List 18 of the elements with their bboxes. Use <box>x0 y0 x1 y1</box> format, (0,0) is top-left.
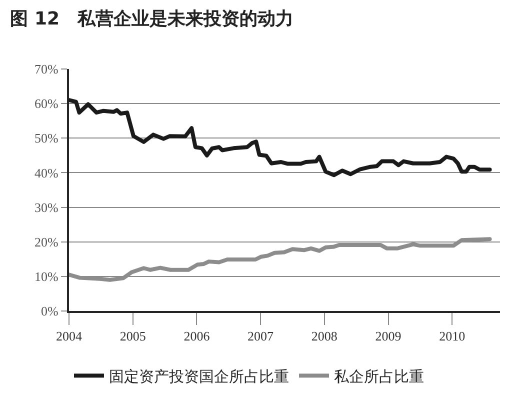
y-tick-label: 30% <box>34 200 59 215</box>
y-tick-label: 0% <box>41 304 59 319</box>
x-tick-label: 2010 <box>439 328 466 344</box>
x-tick-label: 2006 <box>184 328 210 344</box>
y-tick-label: 10% <box>34 268 59 284</box>
y-tick-label: 70% <box>34 62 59 77</box>
x-tick-label: 2004 <box>56 328 82 344</box>
chart-title: 图 12 私营企业是未来投资的动力 <box>10 8 294 30</box>
y-tick-label: 50% <box>34 130 59 146</box>
x-tick-label: 2007 <box>248 328 274 344</box>
x-tick-label: 2009 <box>375 328 402 344</box>
y-tick-label: 40% <box>34 165 59 180</box>
y-tick-label: 60% <box>34 96 59 112</box>
x-tick-label: 2005 <box>120 328 146 344</box>
legend-label: 私企所占比重 <box>334 368 424 386</box>
y-tick-label: 20% <box>34 234 59 250</box>
x-tick-label: 2008 <box>311 328 338 344</box>
legend-label: 固定资产投资国企所占比重 <box>109 368 289 386</box>
